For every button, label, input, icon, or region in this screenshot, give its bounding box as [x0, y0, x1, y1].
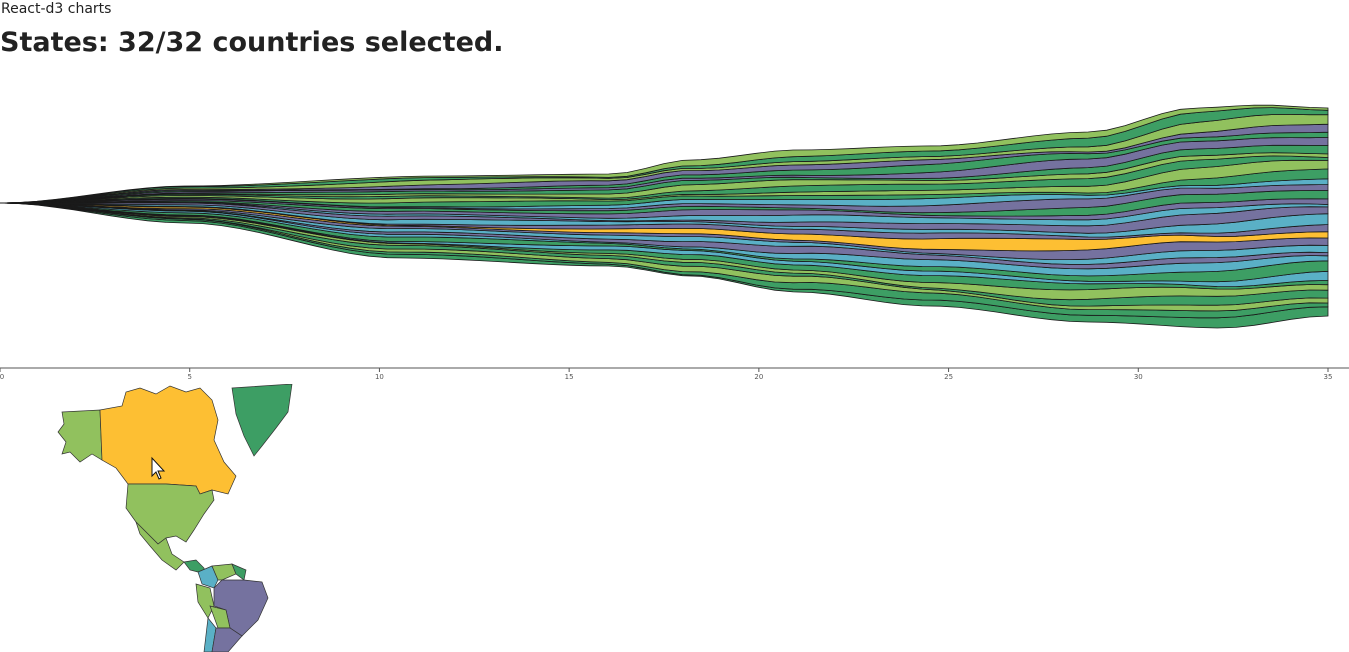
map-region-venezuela[interactable] — [211, 563, 237, 581]
map-region-peru[interactable] — [195, 583, 215, 619]
x-tick-label: 30 — [1134, 373, 1143, 380]
x-tick-label: 20 — [754, 373, 763, 380]
x-tick-label: 5 — [187, 373, 191, 380]
map-region-canada[interactable] — [99, 385, 237, 495]
x-tick-label: 0 — [0, 373, 4, 380]
map-region-chile[interactable] — [203, 617, 217, 652]
stream-layers — [0, 104, 1329, 329]
map-region-colombia[interactable] — [197, 565, 219, 589]
selection-heading: States: 32/32 countries selected. — [0, 27, 504, 58]
x-axis: 0 5 10 15 20 25 30 35 — [0, 367, 1349, 380]
stream-layer-32[interactable] — [0, 104, 1329, 204]
x-tick-label: 10 — [375, 373, 384, 380]
country-map[interactable] — [0, 384, 300, 652]
map-regions — [57, 384, 293, 652]
x-tick-label: 25 — [944, 373, 953, 380]
map-region-alaska[interactable] — [57, 409, 103, 463]
map-region-argentina[interactable] — [211, 627, 243, 652]
map-region-greenland[interactable] — [231, 384, 293, 457]
streamgraph-chart[interactable]: 0 5 10 15 20 25 30 35 — [0, 80, 1349, 380]
app-title: React-d3 charts — [1, 1, 112, 17]
x-tick-label: 15 — [565, 373, 574, 380]
x-tick-label: 35 — [1324, 373, 1333, 380]
